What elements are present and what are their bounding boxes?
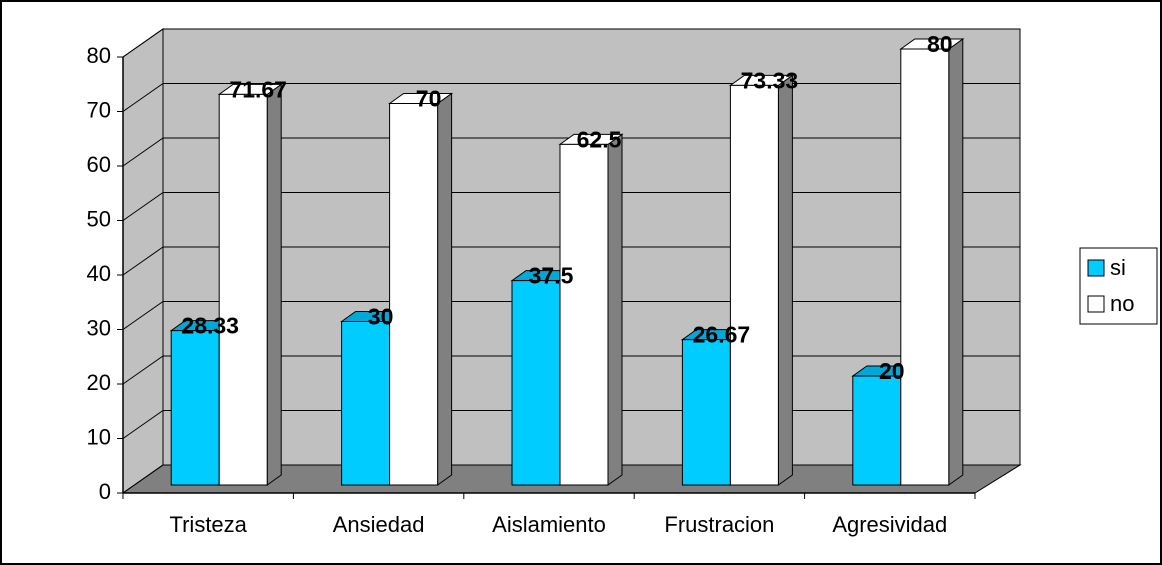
legend-swatch xyxy=(1087,295,1105,313)
value-label: 28.33 xyxy=(181,313,239,339)
bar xyxy=(728,74,794,486)
value-label: 70 xyxy=(416,86,442,112)
x-tick-label: Aislamiento xyxy=(492,512,606,537)
value-label: 62.5 xyxy=(577,126,622,152)
value-label: 73.33 xyxy=(741,67,799,93)
bar-face xyxy=(900,48,950,486)
x-tick-label: Frustracion xyxy=(664,512,774,537)
bar-face xyxy=(948,38,964,486)
x-tick-label: Ansiedad xyxy=(333,512,425,537)
bar-face xyxy=(437,92,453,486)
bar-face xyxy=(559,143,609,486)
y-tick-label: 50 xyxy=(87,206,111,231)
bar-face xyxy=(266,83,282,486)
y-tick-label: 10 xyxy=(87,424,111,449)
bar-face xyxy=(341,321,391,486)
legend-label: no xyxy=(1110,291,1134,316)
value-label: 20 xyxy=(879,358,905,384)
bar-face xyxy=(729,84,779,486)
grid-line xyxy=(122,28,1020,58)
value-label: 30 xyxy=(368,304,394,330)
y-tick-label: 20 xyxy=(87,370,111,395)
x-tick-label: Agresividad xyxy=(832,512,947,537)
value-label: 80 xyxy=(927,31,953,57)
bar-face xyxy=(607,133,623,486)
x-tick-label: Tristeza xyxy=(169,512,247,537)
bar xyxy=(388,92,454,486)
bar xyxy=(558,133,624,486)
y-tick-label: 70 xyxy=(87,97,111,122)
value-label: 26.67 xyxy=(693,322,751,348)
bar xyxy=(899,38,965,486)
bar-face xyxy=(170,330,220,486)
y-tick-label: 60 xyxy=(87,152,111,177)
bar-face xyxy=(218,93,268,486)
bar xyxy=(217,83,283,486)
bar-face xyxy=(389,103,439,486)
legend-swatch xyxy=(1087,259,1105,277)
bar-face xyxy=(852,375,902,486)
bar-face xyxy=(777,74,793,486)
y-tick-label: 0 xyxy=(99,479,111,504)
bar-face xyxy=(681,339,731,486)
y-tick-label: 80 xyxy=(87,43,111,68)
y-tick-label: 30 xyxy=(87,315,111,340)
legend-label: si xyxy=(1110,255,1126,280)
bar-face xyxy=(511,280,561,486)
value-label: 37.5 xyxy=(529,263,574,289)
value-label: 71.67 xyxy=(229,76,287,102)
y-tick-label: 40 xyxy=(87,261,111,286)
